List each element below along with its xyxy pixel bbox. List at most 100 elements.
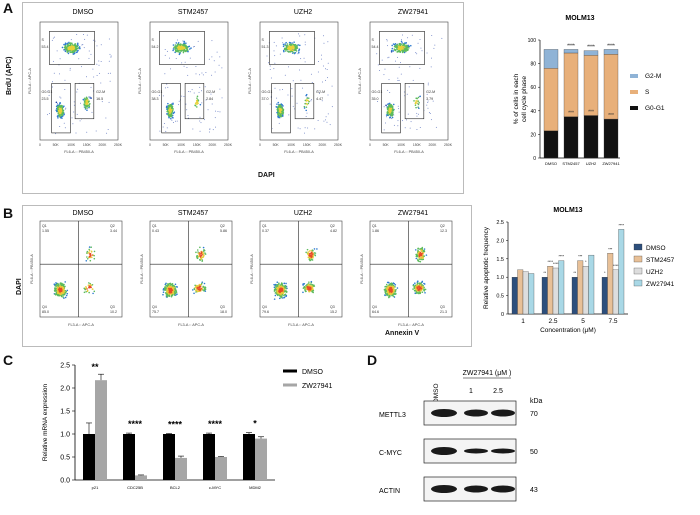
flow-a-scatter — [269, 69, 271, 71]
flow-a-g2-label: G2-M — [96, 90, 105, 94]
flow-a-dot — [67, 47, 70, 50]
flow-b-dot — [88, 282, 90, 284]
flow-a-dot — [172, 117, 174, 119]
flow-a-scatter — [109, 80, 111, 82]
blot-band — [464, 448, 488, 454]
flow-a-dot — [61, 117, 63, 119]
flow-a-scatter — [402, 120, 404, 122]
flow-a-dot — [276, 106, 278, 108]
flow-a-dot — [174, 47, 177, 49]
flow-a-scatter — [291, 95, 293, 97]
flow-a-scatter — [317, 71, 319, 73]
flow-a-scatter — [402, 34, 404, 36]
flow-a-dot — [60, 104, 63, 107]
flow-a-dot — [418, 107, 420, 110]
flow-b-dot — [62, 290, 65, 293]
flow-a-scatter — [427, 107, 429, 109]
flow-b-dot — [311, 286, 314, 288]
flow-a-scatter — [81, 44, 83, 46]
flow-a-scatter — [273, 68, 275, 70]
flow-a-scatter — [184, 61, 186, 63]
apoptosis-legend-swatch — [633, 267, 643, 275]
flow-a-x-tick: 250K — [334, 143, 343, 147]
flow-a-x-tick: 50K — [273, 143, 280, 147]
flow-a-scatter — [416, 112, 418, 114]
flow-a-scatter — [88, 50, 90, 52]
apoptosis-sig: *** — [578, 255, 583, 259]
flow-a-scatter — [433, 47, 435, 49]
blot-kda-label: kDa — [530, 398, 543, 405]
flow-b-q1-label: Q1 — [262, 224, 267, 228]
flow-a-scatter — [95, 130, 97, 132]
apoptosis-chart: MOLM13 0 0.5 1.0 1.5 2.0 2.5 Relative apoptotic… — [483, 207, 675, 334]
flow-a-scatter — [167, 86, 169, 88]
flow-a-scatter — [76, 33, 78, 35]
flow-a-scatter — [211, 74, 213, 76]
flow-b-dot — [58, 291, 61, 293]
flow-a-dot — [172, 103, 174, 105]
flow-a-dot — [282, 111, 285, 114]
blot-row-label: METTL3 — [379, 412, 406, 419]
flow-a-scatter — [82, 33, 84, 35]
flow-a-g1-gate — [161, 83, 181, 134]
flow-a-g2-label: G2-M — [206, 90, 215, 94]
flow-b-dot — [389, 285, 391, 287]
flow-a-y-name: FL5-A :: APC-A — [28, 68, 32, 94]
flow-b-dot — [390, 288, 393, 290]
flow-a-scatter — [166, 127, 168, 129]
flow-a-dot — [391, 44, 393, 47]
cell-cycle-legend-swatch — [630, 106, 638, 110]
apoptosis-x-tick-label: 1 — [521, 318, 525, 325]
flow-a-scatter — [292, 49, 294, 51]
flow-a-dot — [167, 102, 169, 105]
flow-a-dot — [392, 109, 394, 111]
mrna-bar-dmso — [203, 434, 215, 480]
flow-a-dot — [183, 40, 185, 43]
cell-cycle-legend-swatch — [630, 74, 638, 78]
flow-a-scatter — [304, 41, 306, 43]
apoptosis-legend-label: ZW27941 — [646, 281, 675, 288]
flow-a-dot — [59, 116, 62, 119]
flow-a-dot — [413, 100, 415, 102]
flow-a-dot — [290, 50, 293, 53]
flow-b-dot — [286, 291, 288, 293]
flow-a-scatter — [389, 92, 391, 94]
flow-a-g2-gate — [294, 83, 315, 120]
panel-a-flow-plots: DMSO S 53.4 G0-G1 23.5 G2-M 16.5 0 50K 100K 150K 20… — [28, 9, 453, 154]
flow-b-dot — [197, 285, 199, 287]
flow-a-dot — [183, 42, 185, 45]
flow-a-scatter — [110, 56, 112, 58]
flow-b-dot — [312, 254, 314, 257]
flow-b-dot — [58, 292, 61, 295]
flow-a-dot — [294, 51, 297, 54]
flow-a-dot — [390, 107, 393, 110]
flow-b-dot — [284, 285, 287, 288]
flow-a-s-gate — [379, 31, 425, 65]
flow-b-q2-label: Q2 — [330, 224, 335, 228]
flow-a-scatter — [407, 44, 409, 46]
flow-a-scatter — [167, 106, 169, 108]
flow-b-x-name: FL3-A :: APC-A — [288, 323, 314, 327]
flow-a-dot — [284, 43, 286, 45]
flow-a-scatter — [165, 130, 167, 132]
flow-a-dot — [390, 49, 393, 52]
flow-a-scatter — [212, 129, 214, 131]
flow-a-dot — [184, 47, 186, 50]
flow-b-dot — [66, 289, 69, 292]
flow-a-dot — [74, 45, 76, 48]
flow-a-x-tick: 0 — [39, 143, 41, 147]
flow-a-scatter — [407, 37, 409, 39]
flow-b-dot — [90, 256, 93, 259]
flow-b-dot — [387, 292, 390, 295]
flow-a-dot — [77, 47, 80, 49]
blot-row-label: ACTIN — [379, 488, 400, 495]
flow-a-scatter — [86, 34, 88, 36]
flow-b-dot — [165, 282, 167, 285]
flow-a-dot — [403, 43, 405, 46]
flow-a-scatter — [56, 50, 58, 52]
flow-b-dot — [204, 288, 207, 291]
flow-b-dot — [281, 288, 284, 291]
flow-a-scatter — [303, 57, 305, 59]
flow-a-dot — [194, 104, 196, 107]
flow-a-dot — [66, 45, 69, 48]
